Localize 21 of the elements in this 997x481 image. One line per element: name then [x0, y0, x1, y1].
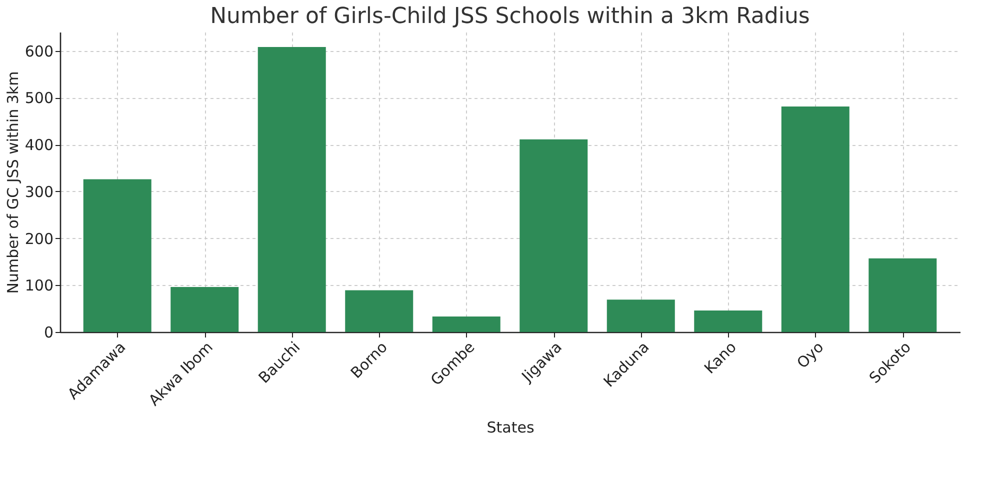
y-tick-label: 600 — [24, 42, 54, 60]
y-tick-label: 400 — [24, 136, 54, 154]
bar — [694, 310, 762, 332]
bar — [520, 139, 588, 332]
bar — [781, 106, 850, 332]
chart-title: Number of Girls-Child JSS Schools within a 3km Radius — [210, 4, 810, 29]
bar — [868, 258, 937, 332]
bar — [345, 290, 414, 332]
y-axis-title: Number of GC JSS within 3km — [4, 71, 22, 294]
bar — [258, 47, 326, 332]
y-tick-label: 0 — [44, 324, 54, 342]
bar — [432, 316, 500, 332]
y-tick-label: 500 — [24, 89, 54, 108]
bar — [83, 179, 152, 332]
y-tick-label: 100 — [24, 276, 54, 295]
y-tick-label: 200 — [24, 230, 54, 248]
x-tick-label: Oyo — [793, 338, 828, 372]
x-axis-title: States — [486, 418, 534, 437]
y-tick-label: 300 — [24, 182, 54, 201]
bar — [170, 287, 239, 332]
bar — [606, 300, 675, 332]
